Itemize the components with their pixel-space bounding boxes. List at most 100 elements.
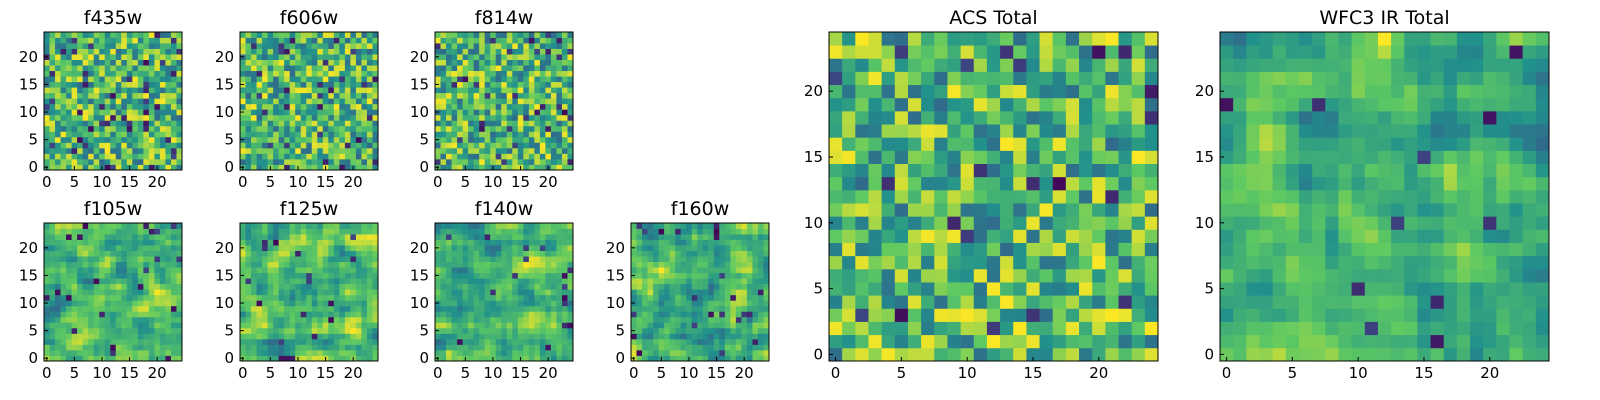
heatmap-cell: [446, 125, 452, 132]
heatmap-cell: [300, 355, 307, 362]
heatmap-cell: [473, 327, 480, 334]
heatmap-cell: [110, 92, 117, 99]
heatmap-cell: [528, 327, 535, 334]
heatmap-cell: [251, 142, 257, 149]
heatmap-cell: [440, 81, 447, 88]
heatmap-cell: [894, 124, 909, 138]
heatmap-cell: [284, 76, 291, 83]
heatmap-cell: [730, 311, 737, 318]
heatmap-cell: [675, 267, 682, 274]
heatmap-cell: [366, 142, 373, 149]
heatmap-cell: [71, 344, 78, 351]
heatmap-cell: [77, 316, 84, 323]
heatmap-cell: [730, 278, 737, 285]
heatmap-cell: [372, 294, 379, 301]
heatmap-cell: [77, 65, 84, 72]
heatmap-cell: [328, 338, 335, 345]
heatmap-cell: [256, 250, 263, 257]
heatmap-cell: [317, 294, 324, 301]
heatmap-cell: [71, 261, 78, 268]
heatmap-cell: [741, 272, 748, 279]
heatmap-cell: [295, 37, 302, 44]
heatmap-cell: [306, 338, 313, 345]
heatmap-cell: [973, 334, 988, 349]
heatmap-cell: [746, 355, 753, 362]
heatmap-cell: [947, 203, 961, 217]
heatmap-cell: [104, 131, 111, 138]
heatmap-cell: [752, 311, 759, 318]
heatmap-cell: [154, 43, 161, 49]
heatmap-cell: [60, 261, 67, 268]
heatmap-cell: [523, 43, 530, 49]
heatmap-cell: [66, 65, 72, 72]
heatmap-cell: [675, 223, 682, 229]
heatmap-cell: [289, 256, 296, 263]
heatmap-cell: [556, 147, 563, 154]
heatmap-cell: [960, 163, 975, 178]
heatmap-cell: [132, 125, 139, 132]
heatmap-cell: [479, 142, 486, 149]
heatmap-cell: [1000, 176, 1014, 191]
heatmap-cell: [322, 114, 329, 121]
heatmap-cell: [165, 349, 172, 356]
heatmap-cell: [99, 289, 106, 296]
heatmap-cell: [159, 76, 166, 83]
heatmap-cell: [88, 142, 95, 149]
heatmap-cell: [484, 109, 491, 116]
axes-frame: [630, 222, 770, 362]
heatmap-cell: [99, 322, 106, 329]
heatmap-cell: [132, 300, 139, 307]
heatmap-cell: [355, 349, 362, 356]
heatmap-cell: [49, 239, 56, 246]
heatmap-cell: [240, 120, 246, 127]
heatmap-cell: [741, 261, 748, 268]
heatmap-cell: [55, 120, 61, 127]
heatmap-cell: [501, 338, 508, 345]
x-tick-label: 20: [344, 173, 363, 191]
heatmap-cell: [1105, 137, 1119, 151]
heatmap-cell: [680, 261, 687, 268]
heatmap-cell: [658, 300, 665, 307]
heatmap-cell: [322, 120, 329, 127]
heatmap-cell: [104, 333, 111, 340]
heatmap-cell: [176, 278, 183, 285]
heatmap-cell: [240, 142, 246, 149]
x-tick-label: 0: [238, 173, 248, 191]
heatmap-cell: [669, 256, 676, 263]
heatmap-cell: [154, 158, 161, 165]
heatmap-cell: [284, 311, 291, 318]
heatmap-cell: [148, 333, 155, 340]
heatmap-cell: [143, 294, 150, 301]
heatmap-cell: [680, 256, 687, 263]
heatmap-cell: [256, 76, 263, 83]
heatmap-cell: [960, 242, 975, 257]
heatmap-cell: [240, 234, 246, 240]
heatmap-cell: [653, 338, 659, 345]
heatmap-cell: [366, 125, 373, 132]
heatmap-cell: [328, 278, 335, 285]
heatmap-cell: [295, 272, 302, 279]
heatmap-cell: [317, 120, 324, 127]
heatmap-cell: [642, 327, 648, 334]
heatmap-cell: [350, 333, 357, 340]
heatmap-cell: [273, 48, 280, 55]
heatmap-cell: [60, 245, 67, 251]
heatmap-cell: [121, 322, 128, 329]
y-tick-label: 0: [28, 349, 38, 367]
heatmap-cell: [636, 355, 643, 362]
heatmap-cell: [501, 316, 508, 323]
heatmap-cell: [66, 289, 72, 296]
heatmap-cell: [71, 316, 78, 323]
heatmap-cell: [93, 65, 100, 72]
heatmap-cell: [669, 327, 676, 334]
heatmap-cell: [170, 272, 177, 279]
heatmap-cell: [350, 250, 357, 257]
y-tick-label: 15: [410, 266, 429, 284]
heatmap-cell: [289, 245, 296, 251]
heatmap-cell: [256, 98, 263, 105]
heatmap-cell: [468, 92, 475, 99]
heatmap-cell: [446, 59, 452, 66]
heatmap-cell: [669, 294, 676, 301]
heatmap-cell: [273, 261, 280, 268]
heatmap-cell: [333, 338, 340, 345]
